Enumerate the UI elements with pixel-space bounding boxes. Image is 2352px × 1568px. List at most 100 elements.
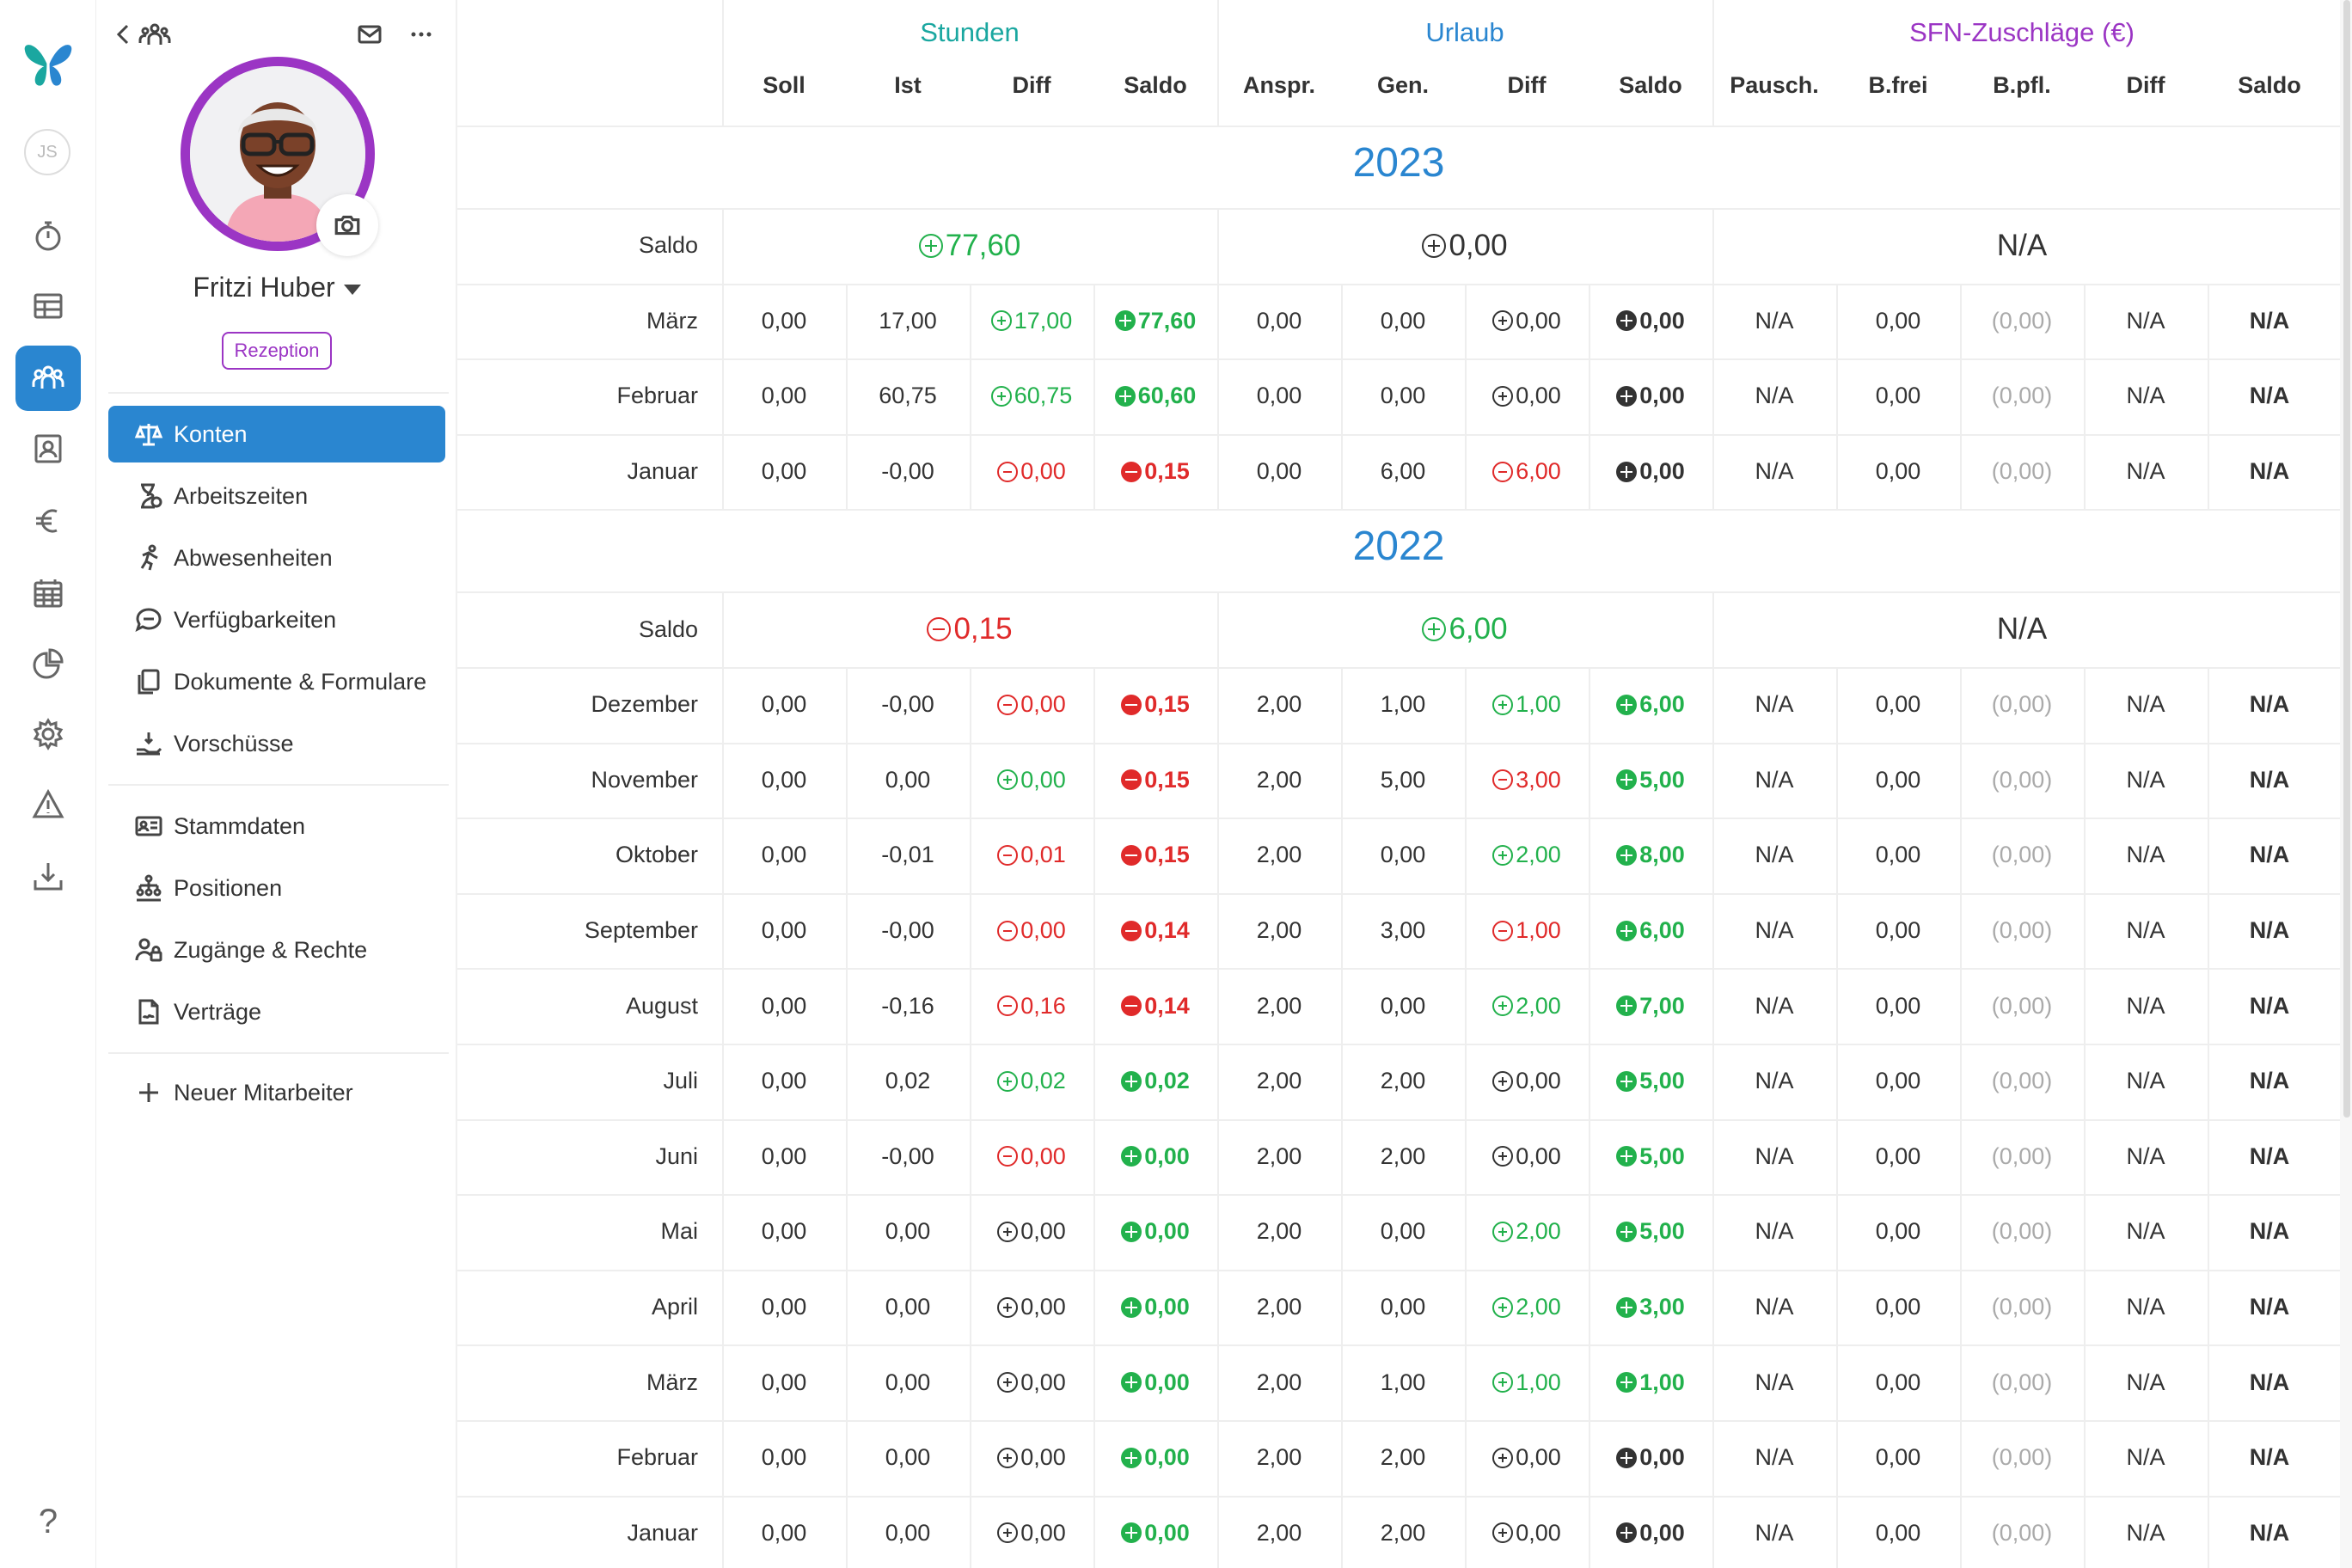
cell-value: 0,00	[1020, 1294, 1066, 1320]
column-header[interactable]: Ist	[894, 72, 922, 98]
column-header[interactable]: Saldo	[1619, 72, 1682, 98]
camera-button[interactable]	[316, 194, 378, 256]
divider	[1341, 283, 1343, 510]
camera-icon	[334, 215, 360, 236]
nav-vorschuesse[interactable]: Vorschüsse	[108, 715, 445, 772]
employee-name-dropdown[interactable]: Fritzi Huber	[96, 272, 457, 303]
month-label: Februar	[616, 383, 698, 409]
divider	[1341, 667, 1343, 1568]
cell-diff: 60,75	[970, 358, 1093, 434]
cell-value: 0,14	[1144, 917, 1190, 944]
cell-value: 0,00	[1020, 917, 1066, 944]
scrollbar-thumb[interactable]	[2343, 0, 2350, 1118]
team-icon[interactable]	[15, 346, 81, 411]
nav-positionen[interactable]: Positionen	[108, 860, 445, 916]
column-header[interactable]: Diff	[2126, 72, 2165, 98]
nav-verfuegbarkeiten[interactable]: Verfügbarkeiten	[108, 591, 445, 648]
table-row[interactable]: März 0,00 17,00 17,00 77,60 0,00 0,00 0,00 0,00 N…	[457, 284, 2340, 359]
table-row[interactable]: Februar 0,00 60,75 60,75 60,60 0,00 0,00 0,00 0,…	[457, 358, 2340, 434]
cell-sdiff: N/A	[2126, 307, 2165, 334]
nav-dokumente[interactable]: Dokumente & Formulare	[108, 653, 445, 710]
divider	[108, 1052, 449, 1054]
nav-konten[interactable]: Konten	[108, 406, 445, 462]
table-row[interactable]: September 0,00 -0,00 0,00 0,14 2,00 3,00 1,00 6,…	[457, 893, 2340, 969]
cell-usaldo: 0,00	[1589, 358, 1712, 434]
divider	[722, 208, 724, 510]
table-row[interactable]: Dezember 0,00 -0,00 0,00 0,15 2,00 1,00 1,00 6,0…	[457, 667, 2340, 743]
column-header[interactable]: Diff	[1507, 72, 1547, 98]
nav-abwesenheiten[interactable]: Abwesenheiten	[108, 530, 445, 586]
table-row[interactable]: Januar 0,00 -0,00 0,00 0,15 0,00 6,00 6,00 0,00 N…	[457, 434, 2340, 510]
cell-value: 5,00	[1639, 1218, 1685, 1245]
euro-icon[interactable]	[15, 488, 81, 554]
cell-usaldo: 7,00	[1589, 968, 1712, 1044]
cell-bpfl: (0,00)	[1991, 1294, 2053, 1320]
cell-pausch: N/A	[1755, 1142, 1794, 1169]
cell-ssaldo: N/A	[2249, 1294, 2290, 1320]
id-card-icon	[135, 816, 162, 836]
nav-zugaenge[interactable]: Zugänge & Rechte	[108, 922, 445, 978]
cell-value: 6,00	[1516, 458, 1561, 485]
column-header[interactable]: Saldo	[1124, 72, 1187, 98]
minus-circle-icon	[997, 844, 1019, 866]
cell-ist: 0,00	[885, 1444, 931, 1471]
column-header[interactable]: B.pfl.	[1993, 72, 2051, 98]
plus-circle-icon	[997, 1522, 1019, 1544]
gear-icon[interactable]	[15, 701, 81, 767]
cell-pausch: N/A	[1755, 1294, 1794, 1320]
cell-gen: 2,00	[1380, 1444, 1426, 1471]
table-row[interactable]: November 0,00 0,00 0,00 0,15 2,00 5,00 3,00 5,00…	[457, 743, 2340, 818]
contact-card-icon[interactable]	[15, 416, 81, 481]
divider	[1836, 283, 1838, 510]
table-row[interactable]: Juli 0,00 0,02 0,02 0,02 2,00 2,00 0,00 5,00 N/A 0…	[457, 1044, 2340, 1119]
warning-icon[interactable]	[15, 772, 81, 837]
column-header[interactable]: Diff	[1012, 72, 1051, 98]
table-row[interactable]: Februar 0,00 0,00 0,00 0,00 2,00 2,00 0,00 0,00 N…	[457, 1420, 2340, 1496]
cell-value: 0,00	[1639, 458, 1685, 485]
table-row[interactable]: April 0,00 0,00 0,00 0,00 2,00 0,00 2,00 3,00 N/A…	[457, 1270, 2340, 1345]
more-icon[interactable]	[402, 17, 440, 52]
table-icon[interactable]	[15, 273, 81, 339]
cell-bfrei: 0,00	[1875, 992, 1921, 1019]
table-row[interactable]: Juni 0,00 -0,00 0,00 0,00 2,00 2,00 0,00 5,00 N/A…	[457, 1119, 2340, 1195]
table-row[interactable]: Januar 0,00 0,00 0,00 0,00 2,00 2,00 0,00 0,00 N/…	[457, 1496, 2340, 1568]
cell-diff: 0,00	[970, 667, 1093, 743]
rail-user-avatar[interactable]: JS	[24, 129, 70, 175]
help-icon[interactable]: ?	[15, 1489, 81, 1554]
column-header[interactable]: Pausch.	[1730, 72, 1819, 98]
nav-vertraege[interactable]: Verträge	[108, 983, 445, 1040]
divider	[722, 0, 724, 126]
table-row[interactable]: Mai 0,00 0,00 0,00 0,00 2,00 0,00 2,00 5,00 N/A 0,…	[457, 1194, 2340, 1270]
plus-circle-icon	[1492, 995, 1514, 1017]
pie-chart-icon[interactable]	[15, 631, 81, 696]
cell-value: 0,00	[1144, 1444, 1190, 1471]
minus-circle-icon	[1492, 769, 1514, 791]
plus-circle-icon	[997, 1372, 1019, 1393]
scale-icon	[134, 424, 163, 446]
column-header[interactable]: Anspr.	[1242, 72, 1316, 98]
download-icon[interactable]	[15, 844, 81, 910]
butterfly-logo-icon[interactable]	[15, 31, 81, 96]
cell-diff: 0,02	[970, 1044, 1093, 1119]
back-icon[interactable]	[105, 17, 143, 52]
stopwatch-icon[interactable]	[15, 203, 81, 268]
divider	[1093, 283, 1095, 510]
nav-arbeitszeiten[interactable]: Arbeitszeiten	[108, 468, 445, 524]
cell-gen: 1,00	[1380, 691, 1426, 718]
table-row[interactable]: August 0,00 -0,16 0,16 0,14 2,00 0,00 2,00 7,00 N…	[457, 968, 2340, 1044]
plus-circle-icon	[1492, 1522, 1514, 1544]
calendar-icon[interactable]	[15, 560, 81, 626]
cell-soll: 0,00	[761, 1294, 807, 1320]
table-row[interactable]: Oktober 0,00 -0,01 0,01 0,15 2,00 0,00 2,00 8,00…	[457, 818, 2340, 893]
mail-icon[interactable]	[351, 17, 389, 52]
divider	[2208, 283, 2209, 510]
column-header[interactable]: B.frei	[1868, 72, 1928, 98]
new-employee-button[interactable]: Neuer Mitarbeiter	[108, 1064, 445, 1121]
table-row[interactable]: März 0,00 0,00 0,00 0,00 2,00 1,00 1,00 1,00 N/A 0…	[457, 1344, 2340, 1420]
group-icon[interactable]	[131, 17, 179, 52]
cell-value: 3,00	[1516, 766, 1561, 793]
column-header[interactable]: Saldo	[2238, 72, 2301, 98]
nav-stammdaten[interactable]: Stammdaten	[108, 798, 445, 854]
column-header[interactable]: Gen.	[1376, 72, 1429, 98]
column-header[interactable]: Soll	[763, 72, 805, 98]
